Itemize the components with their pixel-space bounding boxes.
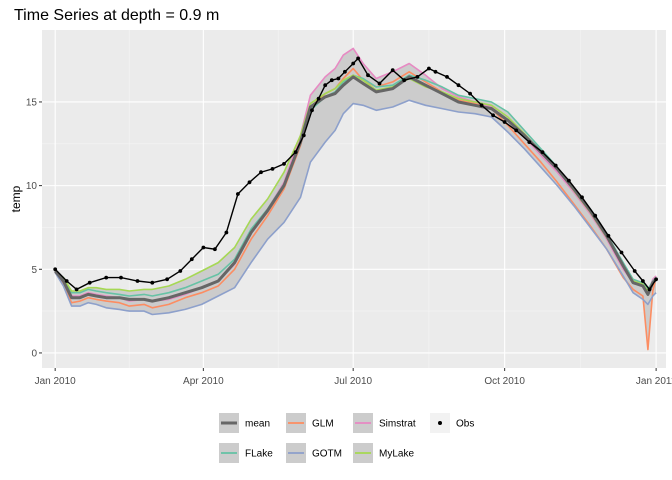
legend-label-mean: mean — [245, 419, 270, 430]
chart-title: Time Series at depth = 0.9 m — [14, 7, 219, 24]
obs-point — [351, 61, 356, 66]
y-tick-label: 0 — [31, 348, 37, 359]
obs-point — [323, 83, 328, 88]
y-axis: 0 5 10 15 — [26, 97, 42, 359]
legend-label-gotm: GOTM — [312, 449, 342, 460]
obs-point — [336, 76, 341, 81]
obs-point — [553, 163, 558, 168]
obs-point — [593, 213, 598, 218]
obs-point — [606, 233, 611, 238]
legend-item-simstrat: Simstrat — [353, 413, 416, 433]
legend-item-flake: FLake — [219, 443, 273, 463]
obs-point — [641, 279, 645, 283]
obs-point — [514, 128, 519, 133]
obs-point — [502, 120, 507, 124]
obs-point — [445, 75, 449, 79]
obs-point — [165, 277, 170, 282]
obs-point — [433, 69, 438, 74]
obs-point — [647, 287, 652, 292]
obs-point — [316, 96, 321, 101]
legend-item-mean: mean — [219, 413, 270, 433]
obs-point — [224, 230, 229, 235]
obs-point — [427, 66, 431, 71]
series-layer — [54, 47, 658, 351]
obs-point — [189, 257, 194, 262]
x-tick-label: Jan 2011 — [636, 376, 672, 387]
legend-label-glm: GLM — [312, 419, 334, 430]
obs-point — [53, 267, 58, 272]
legend-label-obs: Obs — [456, 419, 474, 430]
x-tick-label: Oct 2010 — [484, 376, 525, 387]
obs-point — [527, 140, 532, 145]
y-axis-label: temp — [9, 185, 23, 212]
obs-point — [654, 277, 658, 282]
legend: mean GLM Simstrat Obs FLake GOTM MyLake — [219, 413, 474, 463]
obs-point — [74, 287, 79, 292]
obs-point — [201, 245, 206, 250]
obs-point — [135, 279, 140, 283]
obs-point — [356, 56, 360, 61]
obs-point — [366, 73, 370, 78]
legend-label-simstrat: Simstrat — [379, 419, 416, 430]
obs-point — [259, 170, 263, 175]
obs-point — [632, 269, 637, 273]
y-tick-label: 10 — [26, 181, 38, 192]
series-line-mean — [54, 75, 658, 303]
legend-key-point — [438, 421, 442, 425]
obs-point — [104, 275, 109, 280]
series-line-glm — [54, 67, 657, 351]
obs-point — [213, 247, 217, 252]
obs-point — [150, 280, 155, 285]
obs-point — [456, 83, 461, 88]
obs-point — [479, 103, 484, 108]
legend-item-mylake: MyLake — [353, 443, 414, 463]
obs-point — [64, 279, 69, 283]
legend-item-glm: GLM — [286, 413, 334, 433]
x-axis: Jan 2010 Apr 2010 Jul 2010 Oct 2010 Jan 2011 — [35, 368, 672, 387]
obs-layer — [53, 56, 658, 292]
legend-item-obs: Obs — [430, 413, 474, 433]
obs-point — [301, 133, 306, 138]
obs-point — [310, 108, 314, 113]
obs-point — [282, 162, 286, 166]
obs-point — [87, 280, 92, 285]
obs-point — [293, 150, 298, 155]
obs-point — [119, 275, 123, 280]
obs-point — [178, 269, 183, 273]
legend-label-mylake: MyLake — [379, 449, 414, 460]
obs-point — [468, 91, 472, 96]
y-tick-label: 5 — [31, 265, 37, 276]
x-tick-label: Jul 2010 — [334, 376, 372, 387]
obs-point — [580, 195, 584, 200]
obs-point — [270, 167, 275, 171]
obs-point — [343, 69, 347, 74]
y-tick-label: 15 — [26, 97, 38, 108]
obs-point — [236, 192, 240, 196]
obs-point — [247, 180, 252, 185]
obs-point — [402, 78, 407, 83]
obs-point — [415, 75, 420, 79]
obs-point — [377, 81, 382, 86]
obs-point — [491, 113, 495, 118]
obs-point — [329, 78, 334, 83]
obs-point — [390, 68, 395, 73]
obs-point — [540, 150, 545, 155]
series-line-gotm — [54, 99, 657, 316]
x-tick-label: Jan 2010 — [35, 376, 77, 387]
legend-item-gotm: GOTM — [286, 443, 342, 463]
x-tick-label: Apr 2010 — [183, 376, 224, 387]
legend-label-flake: FLake — [245, 449, 273, 460]
obs-point — [567, 178, 571, 183]
obs-point — [619, 250, 624, 255]
